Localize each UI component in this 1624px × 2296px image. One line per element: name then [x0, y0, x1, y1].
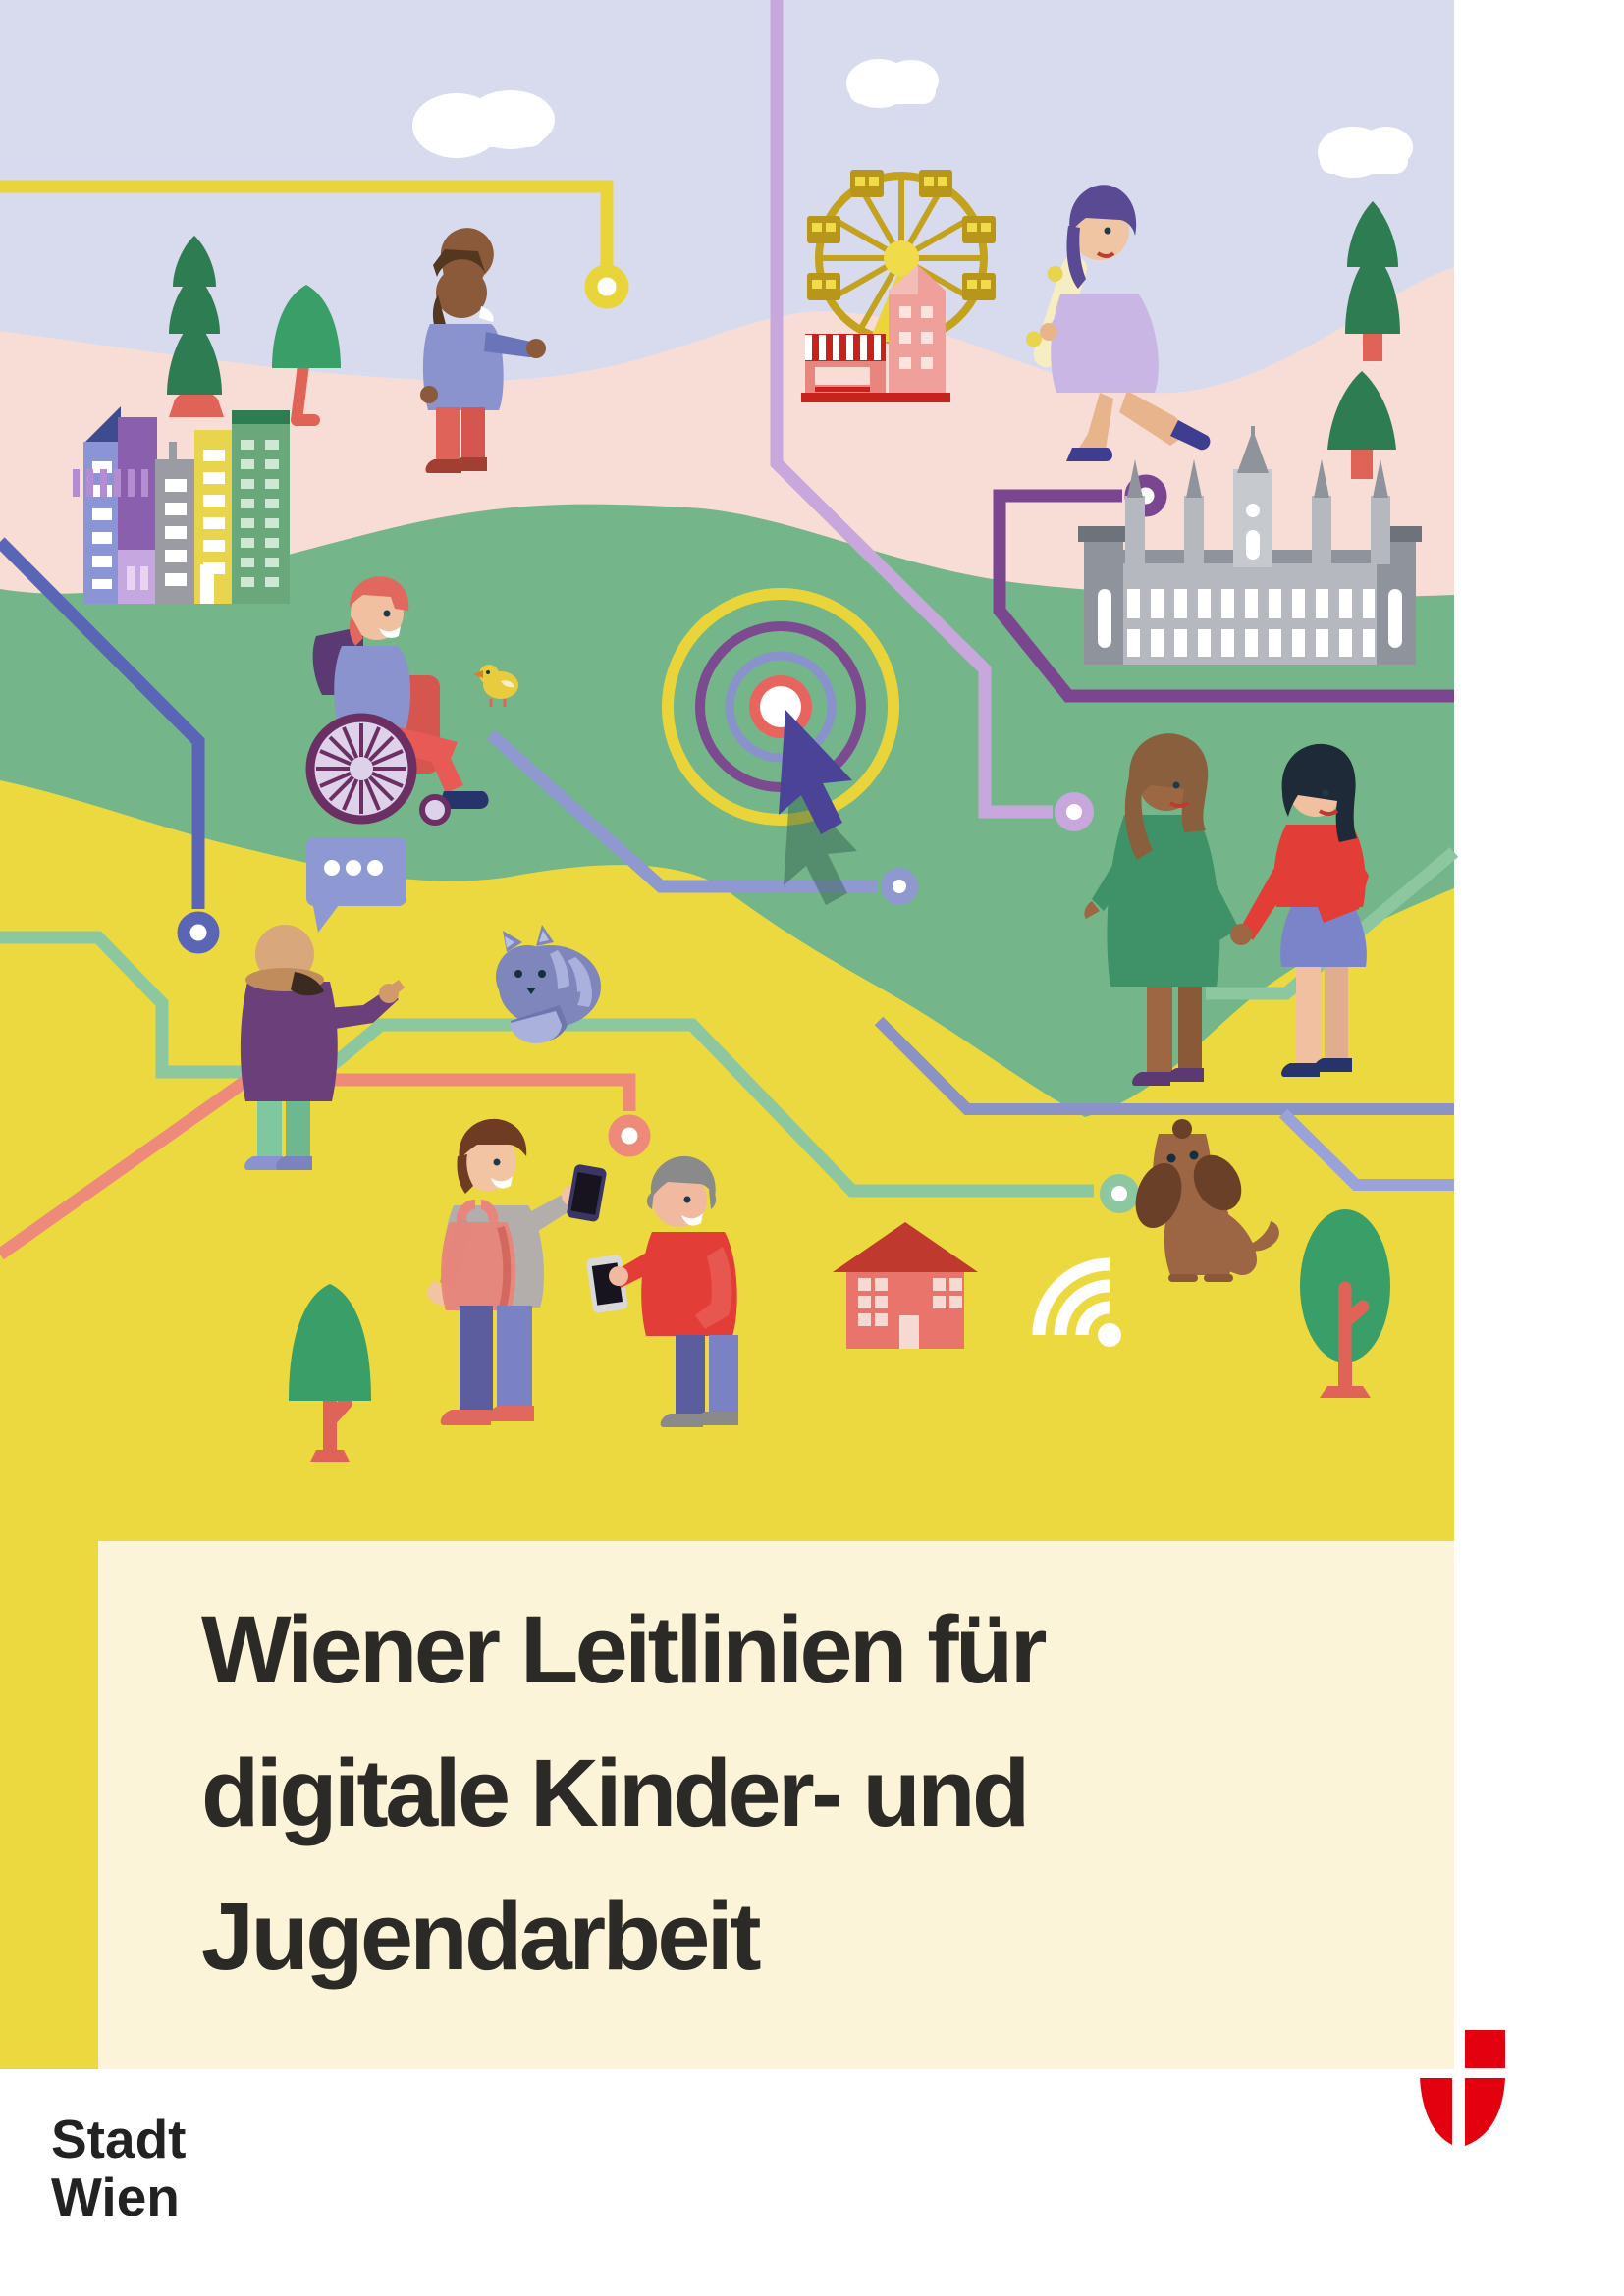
node-icon	[177, 911, 220, 954]
cloud-icon	[412, 90, 555, 158]
building-icon	[83, 406, 121, 604]
girl-green-dress	[1084, 733, 1239, 1086]
gondola-windows	[812, 177, 991, 289]
circuit-yellow	[0, 180, 629, 309]
target-with-cursor-icon	[662, 588, 899, 905]
wheelchair-wheel	[305, 713, 417, 825]
circuit-indigo	[0, 537, 220, 954]
boys-with-smartphones	[427, 1118, 738, 1427]
cover-title: Wiener Leitlinien für digitale Kinder- u…	[201, 1578, 1448, 2008]
oval-tree-icon	[1300, 1209, 1390, 1398]
wifi-icon	[1032, 1257, 1121, 1347]
wheelchair-user	[305, 576, 489, 826]
node-icon	[1100, 1174, 1139, 1213]
cursor-icon	[779, 710, 852, 834]
duck-bird-icon	[473, 665, 518, 707]
trees	[167, 201, 1400, 1462]
round-tree-icon	[272, 285, 341, 426]
publisher-line-1: Stadt	[51, 2109, 187, 2169]
joined-hands	[1230, 924, 1252, 945]
circuit-dark-purple	[993, 474, 1454, 703]
building-icon	[194, 430, 234, 604]
cloud-icon	[1318, 127, 1413, 178]
cover-title-line-2: digitale Kinder- und	[201, 1739, 1030, 1846]
publisher-logo-text: Stadt Wien	[51, 2110, 187, 2226]
boy-with-phone	[586, 1155, 738, 1427]
circuit-mint-right	[1206, 847, 1459, 1000]
wheelchair-front-wheel	[419, 794, 451, 826]
circuit-lavender	[770, 0, 1094, 831]
circuit-periwinkle-main	[874, 1016, 1454, 1191]
circuit-periwinkle-diagonal	[486, 729, 918, 905]
skateboarder-girl	[1025, 185, 1211, 461]
rathaus-towers	[1125, 426, 1390, 567]
building-icon	[155, 442, 196, 604]
boy-with-backpack	[427, 1118, 607, 1425]
title-panel	[98, 1541, 1454, 2069]
wien-shield-logo-icon	[1420, 2030, 1505, 2146]
city-buildings	[71, 406, 290, 604]
girls-holding-hands	[1084, 733, 1369, 1086]
cloud-icon	[846, 59, 939, 108]
fair-entrance-building	[801, 265, 950, 402]
node-icon	[1055, 792, 1094, 831]
cover-title-line-3: Jugendarbeit	[201, 1883, 762, 1990]
rathaus-building	[1078, 426, 1422, 665]
red-house-icon	[833, 1222, 978, 1349]
ferris-wheel	[807, 170, 996, 345]
building-icon	[71, 417, 203, 604]
cat-icon	[496, 925, 601, 1044]
dog-icon	[1135, 1119, 1279, 1282]
footer-band	[0, 2069, 1624, 2296]
pine-tree-icon	[1345, 201, 1400, 361]
node-icon	[881, 868, 918, 905]
cursor-shadow	[784, 780, 857, 905]
girl-red-top	[1231, 743, 1369, 1077]
pine-tree-icon	[1327, 371, 1396, 479]
node-icon	[584, 264, 629, 309]
publisher-line-2: Wien	[51, 2166, 180, 2227]
node-icon	[608, 1114, 651, 1157]
man-with-hat	[240, 925, 405, 1170]
clouds	[412, 59, 1413, 178]
pine-tree-icon	[167, 236, 224, 417]
cover-title-line-1: Wiener Leitlinien für	[201, 1596, 1048, 1703]
building-icon	[232, 410, 290, 604]
walking-person	[420, 228, 546, 473]
small-tree-icon	[289, 1284, 371, 1462]
speech-bubble-icon	[306, 837, 406, 933]
circuit-coral	[0, 1073, 651, 1260]
